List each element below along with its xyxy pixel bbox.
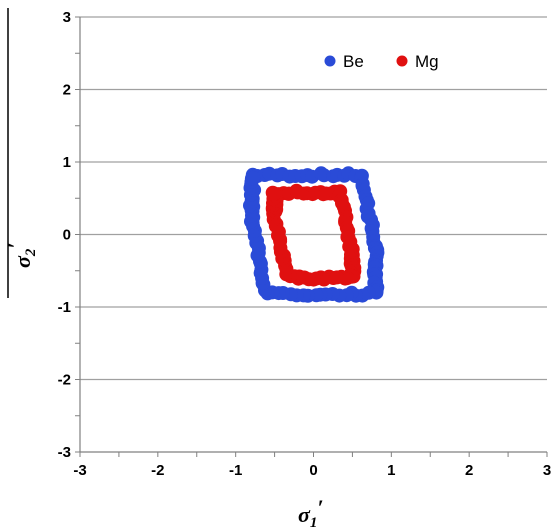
x-tick-label: 0 [309, 462, 317, 479]
x-tick-label: 3 [543, 462, 551, 479]
y-tick-label: 0 [63, 227, 71, 244]
x-axis-title: σ1′ [298, 495, 324, 531]
series-mg [265, 183, 362, 287]
tick-labels: -3 -2 -1 0 1 2 3 -3 -2 -1 0 1 2 3 [58, 9, 552, 479]
y-tick-label: 2 [63, 82, 71, 99]
x-tick-label: -2 [151, 462, 164, 479]
legend: Be Mg [324, 52, 439, 71]
x-tick-label: -1 [229, 462, 242, 479]
legend-label-be: Be [343, 52, 364, 71]
x-tick-label: -3 [73, 462, 86, 479]
legend-label-mg: Mg [415, 52, 439, 71]
x-tick-label: 2 [465, 462, 473, 479]
data-point [267, 186, 282, 201]
y-tick-label: 1 [63, 154, 71, 171]
legend-marker-be [324, 55, 336, 67]
axes [75, 16, 548, 457]
x-tick-label: 1 [387, 462, 395, 479]
series-be [243, 166, 385, 303]
y-tick-label: -1 [58, 299, 71, 316]
data-series [243, 166, 385, 303]
y-tick-label: -3 [58, 444, 71, 461]
y-axis-title: σ2′ [3, 242, 39, 268]
y-axis-title-group: σ2′ [3, 242, 39, 268]
y-tick-label: -2 [58, 372, 71, 389]
legend-marker-mg [396, 55, 408, 67]
data-point [246, 170, 261, 185]
grid-lines [80, 16, 547, 381]
y-tick-label: 3 [63, 9, 71, 26]
